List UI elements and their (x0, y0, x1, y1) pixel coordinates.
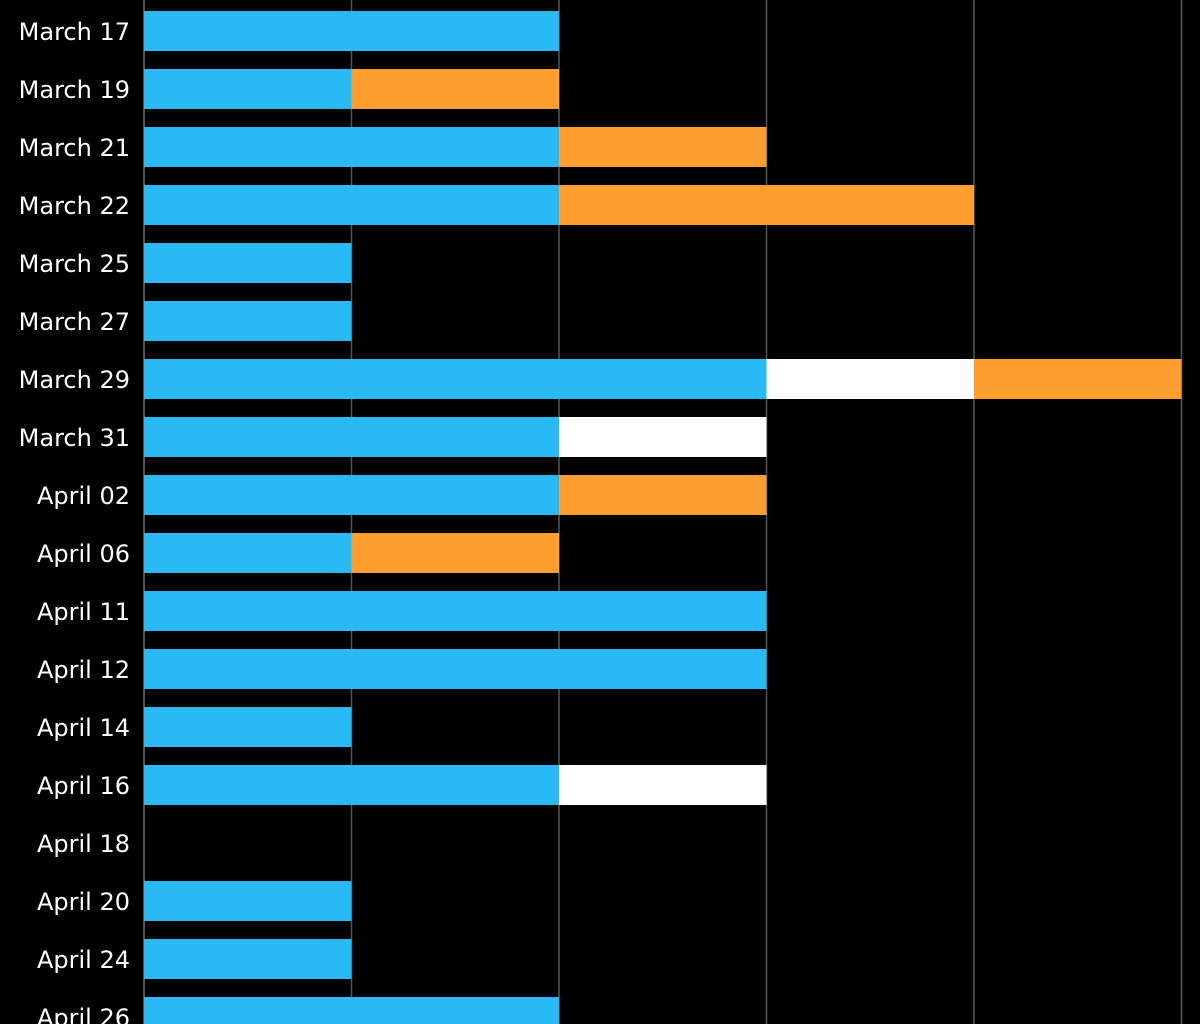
bar-segment-series-3 (559, 127, 767, 167)
category-label: April 20 (37, 888, 130, 916)
category-label: March 29 (19, 366, 130, 394)
bar-segment-series-1 (144, 127, 559, 167)
bar-segment-series-1 (144, 881, 352, 921)
bar-segment-series-1 (144, 11, 559, 51)
bar-segment-series-1 (144, 533, 352, 573)
category-label: March 19 (19, 76, 130, 104)
category-label: April 16 (37, 772, 130, 800)
bar-segment-series-3 (351, 533, 559, 573)
bar-segment-series-3 (559, 475, 767, 515)
category-label: March 31 (19, 424, 130, 452)
bar-segment-series-1 (144, 243, 352, 283)
category-label: March 17 (19, 18, 130, 46)
bar-segment-series-1 (144, 417, 559, 457)
bar-segment-series-2 (766, 359, 974, 399)
bar-segment-series-2 (559, 417, 767, 457)
category-label: March 25 (19, 250, 130, 278)
category-label: April 26 (37, 1004, 130, 1024)
bar-segment-series-3 (974, 359, 1182, 399)
category-label: April 14 (37, 714, 130, 742)
bar-segment-series-1 (144, 185, 559, 225)
bar-segment-series-1 (144, 765, 559, 805)
bar-segment-series-1 (144, 359, 767, 399)
bar-segment-series-3 (351, 69, 559, 109)
bar-segment-series-2 (559, 765, 767, 805)
category-label: April 12 (37, 656, 130, 684)
category-label: April 02 (37, 482, 130, 510)
bar-segment-series-1 (144, 301, 352, 341)
bar-segment-series-1 (144, 939, 352, 979)
bar-segment-series-1 (144, 69, 352, 109)
category-label: March 22 (19, 192, 130, 220)
bar-segment-series-3 (559, 185, 974, 225)
bar-segment-series-1 (144, 591, 767, 631)
category-label: March 21 (19, 134, 130, 162)
category-label: April 18 (37, 830, 130, 858)
category-label: April 24 (37, 946, 130, 974)
bar-segment-series-1 (144, 649, 767, 689)
category-labels: March 17 March 19 March 21 March 22 March 25… (19, 18, 130, 1024)
category-label: April 06 (37, 540, 130, 568)
category-label: March 27 (19, 308, 130, 336)
bar-segment-series-1 (144, 997, 559, 1024)
bar-segment-series-1 (144, 475, 559, 515)
category-label: April 11 (37, 598, 130, 626)
bar-segment-series-1 (144, 707, 352, 747)
bars (144, 11, 1182, 1024)
